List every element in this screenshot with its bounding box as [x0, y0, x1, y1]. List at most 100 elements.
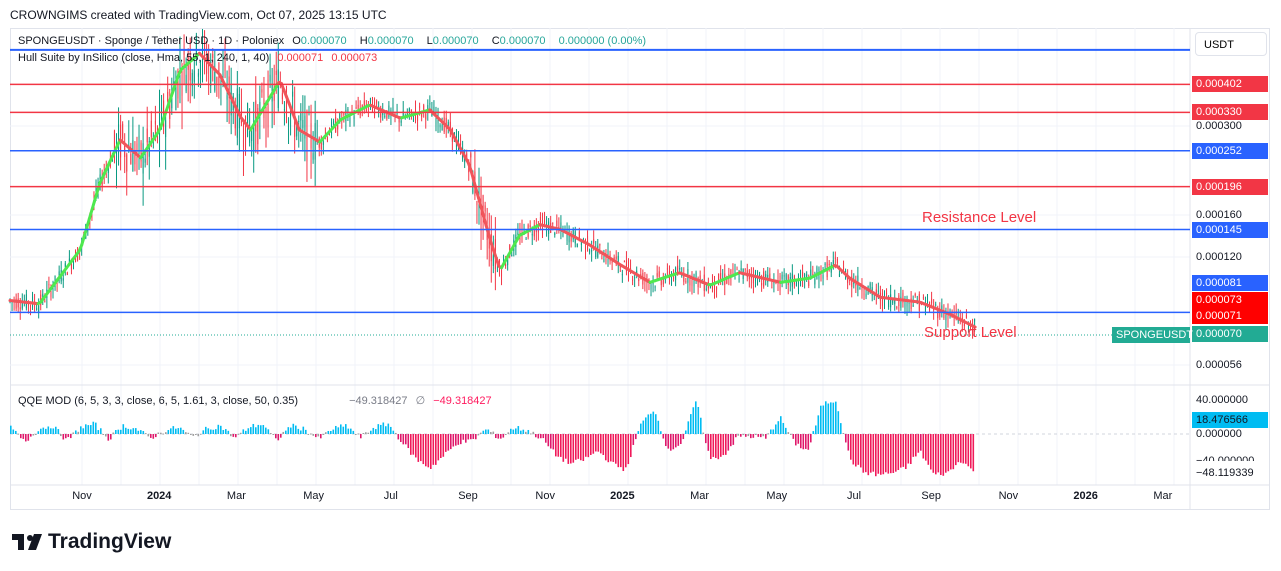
candle-body: [296, 124, 298, 137]
high-value: 0.000070: [367, 35, 414, 47]
candle-body: [267, 79, 269, 128]
qqe-bar: [55, 426, 57, 434]
candle-body: [525, 238, 527, 240]
candle-body: [769, 273, 771, 281]
hull-line-segment: [85, 217, 91, 230]
qqe-bar: [720, 434, 722, 457]
qqe-bar: [207, 428, 210, 434]
candle-body: [386, 110, 388, 119]
qqe-bar: [780, 416, 782, 434]
qqe-bar: [190, 434, 192, 435]
qqe-bar: [965, 434, 967, 464]
currency-button[interactable]: USDT: [1195, 32, 1267, 56]
candle-body: [843, 267, 845, 269]
candle-body: [163, 100, 165, 127]
candle-body: [875, 289, 877, 297]
qqe-bar: [510, 428, 512, 434]
candle-body: [886, 293, 888, 295]
symbol-name[interactable]: SPONGEUSDT · Sponge / Tether USD · 1D · …: [18, 35, 285, 47]
candle-body: [171, 93, 173, 109]
candle-body: [615, 256, 617, 259]
qqe-legend[interactable]: QQE MOD (6, 5, 3, 3, close, 6, 5, 1.61, …: [18, 394, 497, 407]
qqe-bar: [402, 434, 405, 445]
qqe-bar: [582, 434, 585, 461]
candle-body: [249, 125, 251, 143]
hull-line-segment: [469, 168, 475, 181]
time-axis-label: May: [303, 490, 324, 502]
qqe-bar: [790, 434, 792, 435]
qqe-bar: [567, 434, 570, 464]
qqe-bar: [52, 428, 55, 434]
qqe-bar: [590, 434, 592, 455]
qqe-bar: [905, 434, 907, 470]
candle-body: [730, 270, 732, 278]
candle-body: [529, 225, 531, 228]
candle-body: [294, 111, 296, 137]
candle-body: [374, 102, 376, 116]
candle-body: [77, 251, 79, 261]
qqe-bar: [917, 434, 920, 453]
qqe-bar: [165, 432, 167, 434]
qqe-bar: [892, 434, 895, 473]
qqe-bar: [877, 434, 880, 474]
qqe-bar: [350, 428, 352, 434]
hull-legend[interactable]: Hull Suite by InSilico (close, Hma, 55, …: [18, 52, 382, 64]
candle-body: [322, 141, 324, 145]
qqe-bar: [280, 434, 282, 438]
qqe-bar: [570, 434, 572, 464]
candle-body: [144, 158, 146, 163]
candle-body: [277, 69, 279, 108]
low-label: L: [426, 35, 433, 47]
qqe-bar: [512, 429, 515, 434]
qqe-bar: [630, 434, 632, 458]
candle-body: [824, 263, 826, 265]
candle-body: [705, 288, 707, 290]
candle-body: [673, 274, 675, 279]
candle-body: [593, 239, 595, 244]
candle-body: [312, 153, 314, 160]
qqe-bar: [70, 434, 72, 439]
qqe-bar: [32, 434, 35, 436]
candle-body: [638, 278, 640, 282]
qqe-bar: [925, 434, 927, 461]
candle-body: [261, 89, 263, 93]
candle-body: [204, 40, 206, 51]
qqe-bar: [677, 434, 680, 446]
qqe-bar: [57, 429, 60, 434]
candle-body: [662, 276, 664, 285]
candle-body: [744, 268, 746, 270]
candle-body: [167, 91, 169, 102]
candle-body: [285, 104, 287, 118]
qqe-bar: [130, 429, 132, 434]
qqe-bar: [170, 428, 172, 434]
qqe-bar: [762, 434, 765, 437]
candle-body: [257, 107, 259, 145]
qqe-bar: [900, 434, 902, 468]
qqe-bar: [300, 430, 302, 434]
time-axis-label: May: [766, 490, 788, 502]
candle-body: [199, 63, 201, 76]
qqe-bar: [292, 423, 295, 434]
qqe-bar: [937, 434, 940, 473]
qqe-bar: [647, 414, 650, 434]
candle-body: [152, 135, 154, 137]
candle-body: [70, 261, 72, 270]
qqe-bar: [902, 434, 905, 467]
qqe-bar: [415, 434, 417, 458]
candle-body: [242, 140, 244, 148]
candle-body: [806, 274, 808, 279]
qqe-bar: [642, 420, 645, 434]
tradingview-logo[interactable]: TradingView: [12, 530, 171, 554]
qqe-bar: [457, 434, 460, 445]
candle-body: [709, 285, 711, 289]
qqe-bar: [87, 425, 90, 434]
qqe-bar: [205, 426, 207, 434]
candle-body: [468, 165, 470, 173]
qqe-bar: [485, 429, 487, 434]
low-value: 0.000070: [432, 35, 479, 47]
candle-body: [931, 298, 933, 304]
qqe-bar: [632, 434, 635, 445]
candle-body: [802, 272, 804, 277]
qqe-bar: [597, 434, 600, 452]
